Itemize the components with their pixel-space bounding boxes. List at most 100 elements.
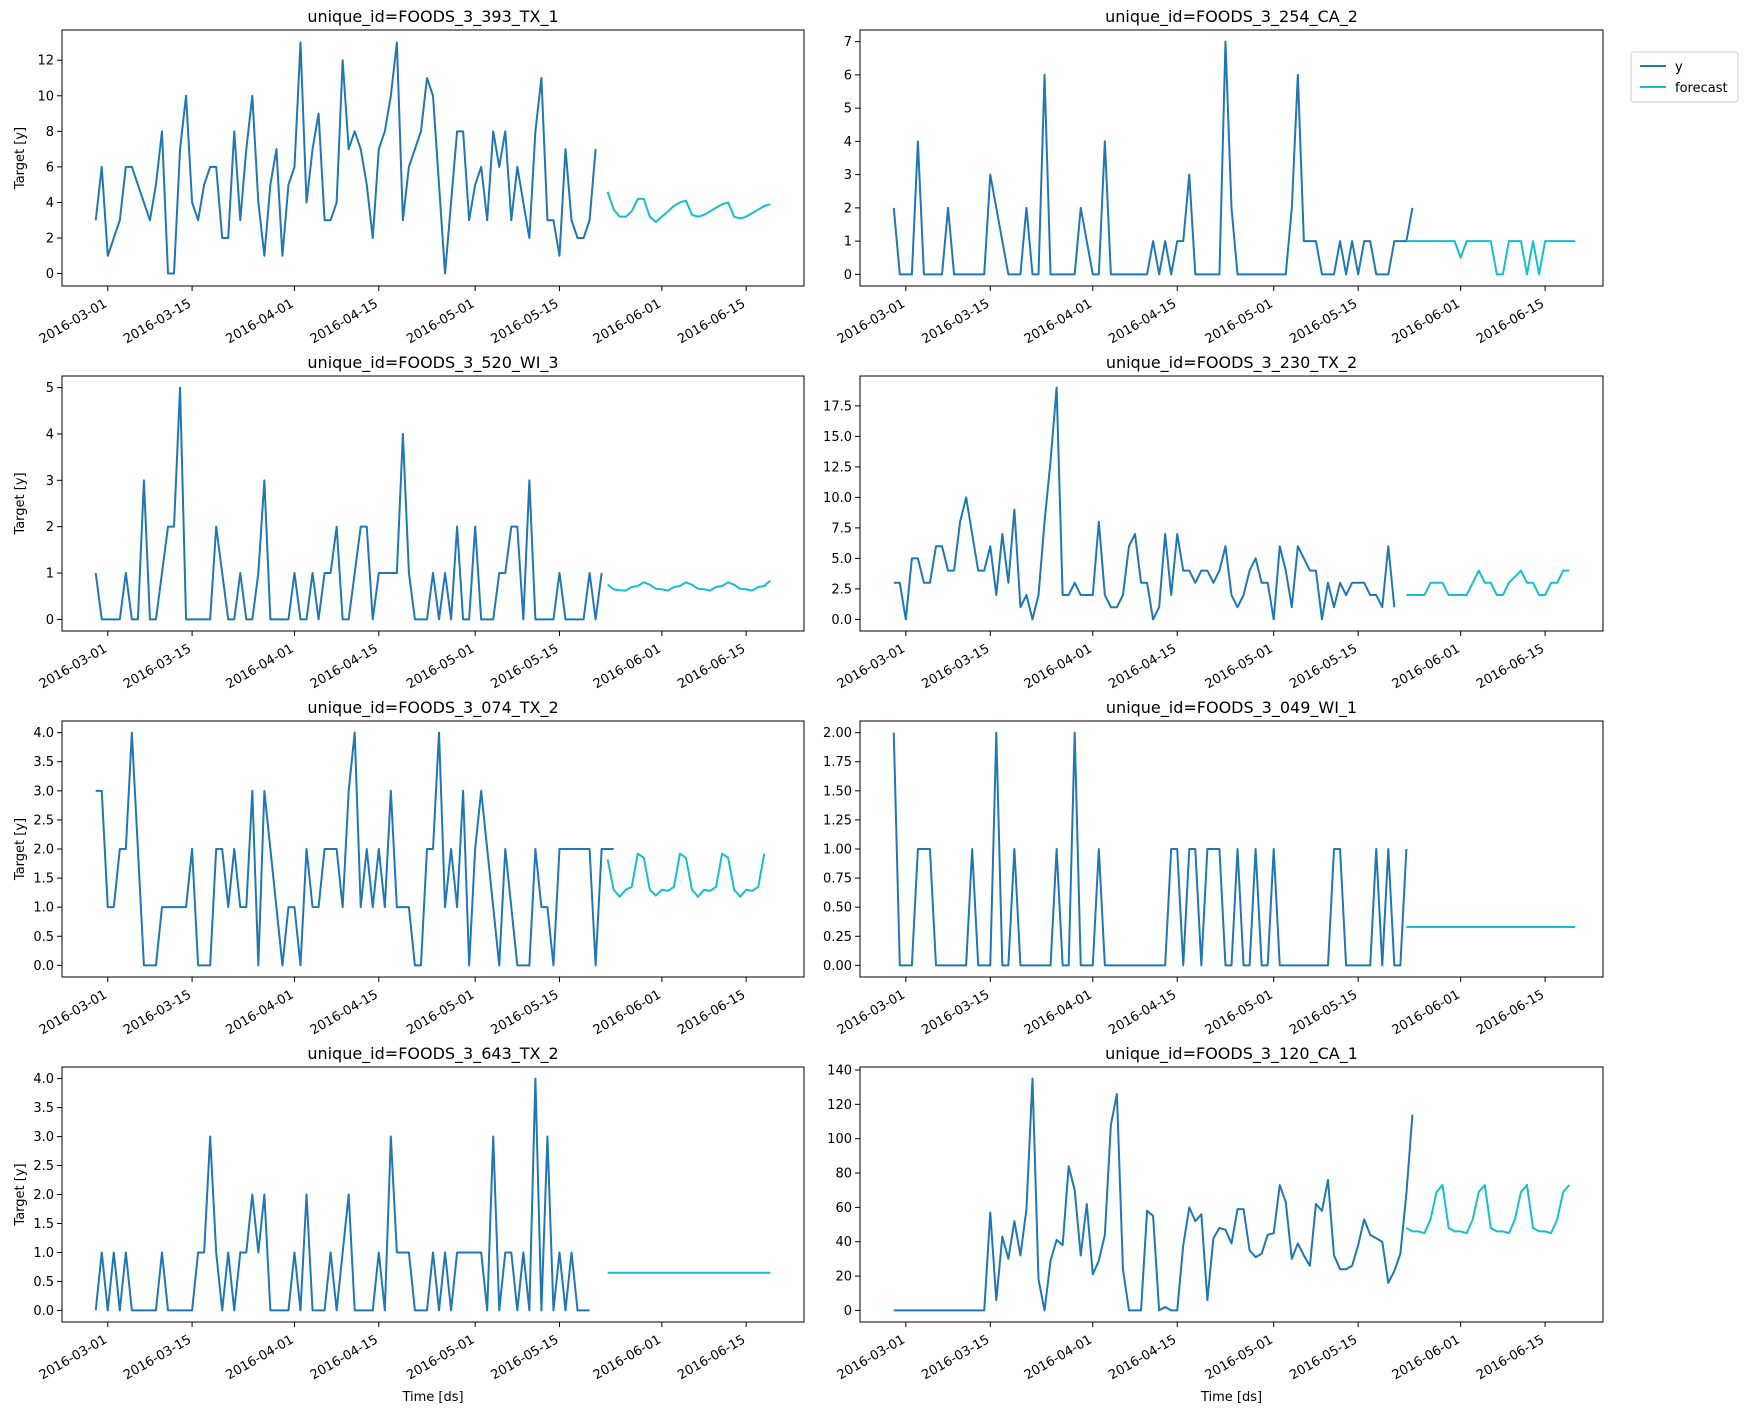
x-tick-label: 2016-06-15 (675, 641, 748, 692)
y-tick-label: 3 (844, 168, 852, 183)
series-line-y (94, 386, 603, 621)
x-tick-label: 2016-05-01 (1203, 296, 1276, 347)
x-tick-label: 2016-05-15 (489, 987, 562, 1038)
y-tick-label: 8 (46, 125, 54, 140)
y-tick-label: 4 (46, 427, 54, 442)
y-tick-label: 0.00 (823, 959, 852, 974)
x-tick-label: 2016-06-15 (1474, 987, 1547, 1038)
x-tick-label: 2016-03-15 (121, 641, 194, 692)
series-line-y (94, 41, 597, 275)
subplot-2: unique_id=FOODS_3_254_CA_2 0 1 2 3 4 5 6 7 2016-0… (835, 7, 1604, 347)
x-tick-label: 2016-04-15 (308, 987, 381, 1038)
plot-frame (61, 1066, 805, 1323)
legend-box (1630, 51, 1739, 103)
y-tick-label: 0.75 (823, 872, 852, 887)
x-tick-label: 2016-06-01 (1390, 641, 1463, 692)
y-tick-label: 12 (37, 54, 54, 69)
x-tick-label: 2016-06-15 (675, 987, 748, 1038)
y-tick-label: 3.0 (33, 1130, 54, 1145)
plot-title: unique_id=FOODS_3_254_CA_2 (1105, 7, 1358, 27)
series-line-y (95, 731, 614, 967)
subplot-4: unique_id=FOODS_3_230_TX_2 0.0 2.5 5.0 7.5 10… (823, 353, 1604, 692)
x-tick-label: 2016-03-01 (835, 641, 908, 692)
x-tick-label: 2016-05-01 (404, 641, 477, 692)
y-tick-label: 6 (844, 68, 852, 83)
y-tick-label: 1.25 (823, 813, 852, 828)
x-tick-label: 2016-04-01 (1022, 1332, 1095, 1383)
y-tick-label: 0.0 (33, 1304, 54, 1319)
series-line-y (94, 1077, 590, 1312)
y-tick-label: 4 (844, 135, 852, 150)
x-tick-label: 2016-06-01 (591, 987, 664, 1038)
y-tick-label: 5.0 (831, 552, 852, 567)
series-line-y (893, 1077, 1414, 1312)
y-tick-label: 0 (844, 268, 852, 283)
plot-title: unique_id=FOODS_3_049_WI_1 (1106, 698, 1357, 718)
x-tick-label: 2016-03-15 (121, 1332, 194, 1383)
x-tick-label: 2016-06-15 (675, 296, 748, 347)
series-line-forecast (607, 579, 771, 592)
y-tick-label: 1 (844, 235, 852, 250)
x-tick-label: 2016-06-15 (1474, 1332, 1547, 1383)
series-line-forecast (1406, 569, 1570, 597)
y-tick-label: 120 (827, 1098, 852, 1113)
y-tick-label: 0.25 (823, 930, 852, 945)
series-line-y (892, 40, 1414, 276)
y-tick-label: 7 (844, 35, 852, 50)
plot-title: unique_id=FOODS_3_230_TX_2 (1106, 353, 1357, 373)
x-tick-label: 2016-05-01 (1203, 987, 1276, 1038)
y-tick-label: 4.0 (33, 1072, 54, 1087)
legend-label-y: y (1675, 60, 1683, 75)
y-tick-label: 2.5 (33, 813, 54, 828)
x-tick-label: 2016-04-01 (1022, 296, 1095, 347)
x-tick-label: 2016-05-01 (1203, 641, 1276, 692)
x-tick-label: 2016-04-15 (1106, 1332, 1179, 1383)
y-tick-label: 2 (46, 232, 54, 247)
y-tick-label: 12.5 (823, 460, 852, 475)
y-tick-label: 3.5 (33, 755, 54, 770)
y-tick-label: 100 (827, 1132, 852, 1147)
x-tick-label: 2016-05-15 (489, 1332, 562, 1383)
y-tick-label: 0 (46, 613, 54, 628)
x-tick-label: 2016-04-15 (1106, 296, 1179, 347)
x-tick-label: 2016-04-01 (224, 987, 297, 1038)
y-tick-label: 80 (835, 1167, 852, 1182)
y-axis-label: Target [y] (13, 1163, 28, 1226)
subplot-6: unique_id=FOODS_3_049_WI_1 0.00 0.25 0.50 0.… (823, 698, 1604, 1038)
x-tick-label: 2016-06-15 (1474, 641, 1547, 692)
legend: y forecast (1630, 51, 1739, 103)
x-tick-label: 2016-03-15 (121, 987, 194, 1038)
y-tick-label: 0.5 (33, 930, 54, 945)
x-tick-label: 2016-04-15 (1106, 987, 1179, 1038)
y-tick-label: 0.50 (823, 901, 852, 916)
x-tick-label: 2016-03-15 (919, 987, 992, 1038)
series-line-y (892, 731, 1408, 967)
x-tick-label: 2016-03-01 (37, 641, 110, 692)
y-tick-label: 40 (835, 1235, 852, 1250)
plot-title: unique_id=FOODS_3_074_TX_2 (307, 698, 558, 718)
x-tick-label: 2016-04-01 (1022, 987, 1095, 1038)
subplot-1: unique_id=FOODS_3_393_TX_1 0 2 4 6 8 10 12 2016-… (13, 7, 805, 347)
x-tick-label: 2016-03-01 (37, 1332, 110, 1383)
plot-frame (61, 29, 805, 287)
x-axis-label: Time [ds] (401, 1390, 463, 1405)
series-line-forecast (1406, 240, 1576, 276)
x-tick-label: 2016-03-15 (919, 296, 992, 347)
y-tick-label: 1.00 (823, 843, 852, 858)
x-tick-label: 2016-03-01 (835, 296, 908, 347)
x-tick-label: 2016-04-01 (224, 296, 297, 347)
y-tick-label: 1.5 (33, 1217, 54, 1232)
y-tick-label: 1.0 (33, 901, 54, 916)
x-tick-label: 2016-04-01 (224, 1332, 297, 1383)
x-tick-label: 2016-06-01 (1390, 987, 1463, 1038)
x-tick-label: 2016-05-01 (1203, 1332, 1276, 1383)
y-tick-label: 1.0 (33, 1246, 54, 1261)
plot-title: unique_id=FOODS_3_393_TX_1 (307, 7, 558, 27)
x-tick-label: 2016-04-15 (308, 1332, 381, 1383)
x-tick-label: 2016-05-15 (489, 296, 562, 347)
y-tick-label: 7.5 (831, 521, 852, 536)
x-tick-label: 2016-06-01 (1390, 1332, 1463, 1383)
x-tick-label: 2016-05-15 (1287, 987, 1360, 1038)
x-tick-label: 2016-03-01 (835, 987, 908, 1038)
x-tick-label: 2016-04-15 (1106, 641, 1179, 692)
